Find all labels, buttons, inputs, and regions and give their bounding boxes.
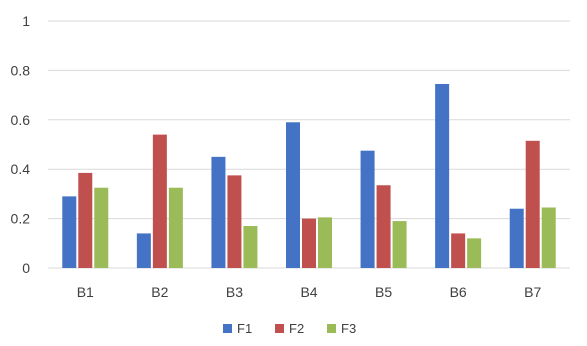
legend-swatch-f2: [275, 324, 284, 333]
y-tick-label: 0: [22, 260, 30, 276]
bar-f3-b6: [467, 238, 482, 268]
bar-f1-b6: [435, 83, 450, 268]
y-tick-label: 1: [22, 13, 30, 29]
bar-f2-b5: [376, 185, 391, 268]
legend-label-f2: F2: [289, 321, 304, 336]
bar-f2-b1: [78, 172, 93, 268]
bar-f2-b3: [227, 175, 242, 268]
bar-f3-b3: [243, 226, 258, 268]
legend-label-f3: F3: [341, 321, 356, 336]
bar-f1-b3: [211, 156, 226, 268]
bar-f1-b7: [509, 208, 524, 268]
bar-f3-b2: [168, 187, 183, 268]
bar-f1-b1: [62, 196, 77, 268]
y-tick-label: 0.6: [11, 112, 31, 128]
bar-f1-b4: [286, 122, 300, 269]
y-tick-label: 0.4: [11, 161, 31, 177]
bar-f3-b7: [541, 207, 556, 268]
legend-swatch-f3: [327, 324, 336, 333]
bar-f2-b2: [152, 134, 167, 268]
x-tick-label: B2: [151, 284, 168, 300]
y-tick-label: 0.8: [11, 62, 31, 78]
gridlines: [48, 20, 570, 269]
x-tick-label: B4: [300, 284, 317, 300]
legend: F1 F2 F3: [223, 321, 356, 336]
x-axis-labels: B1 B2 B3 B4 B5 B6 B7: [77, 284, 542, 300]
x-tick-label: B3: [226, 284, 243, 300]
x-tick-label: B1: [77, 284, 94, 300]
y-tick-label: 0.2: [11, 211, 31, 227]
x-tick-label: B6: [450, 284, 467, 300]
y-axis-ticks: 0 0.2 0.4 0.6 0.8 1: [11, 13, 31, 276]
bars: [62, 83, 556, 269]
legend-label-f1: F1: [237, 321, 252, 336]
bar-f2-b7: [525, 140, 540, 268]
bar-f1-b2: [136, 233, 151, 268]
legend-swatch-f1: [223, 324, 232, 333]
bar-f2-b6: [451, 233, 466, 268]
x-tick-label: B5: [375, 284, 392, 300]
bar-f2-b4: [302, 218, 316, 268]
bar-f3-b1: [94, 187, 109, 268]
bar-f1-b5: [360, 150, 375, 268]
x-tick-label: B7: [524, 284, 541, 300]
bar-f3-b4: [318, 217, 332, 268]
bar-f3-b5: [392, 221, 407, 268]
